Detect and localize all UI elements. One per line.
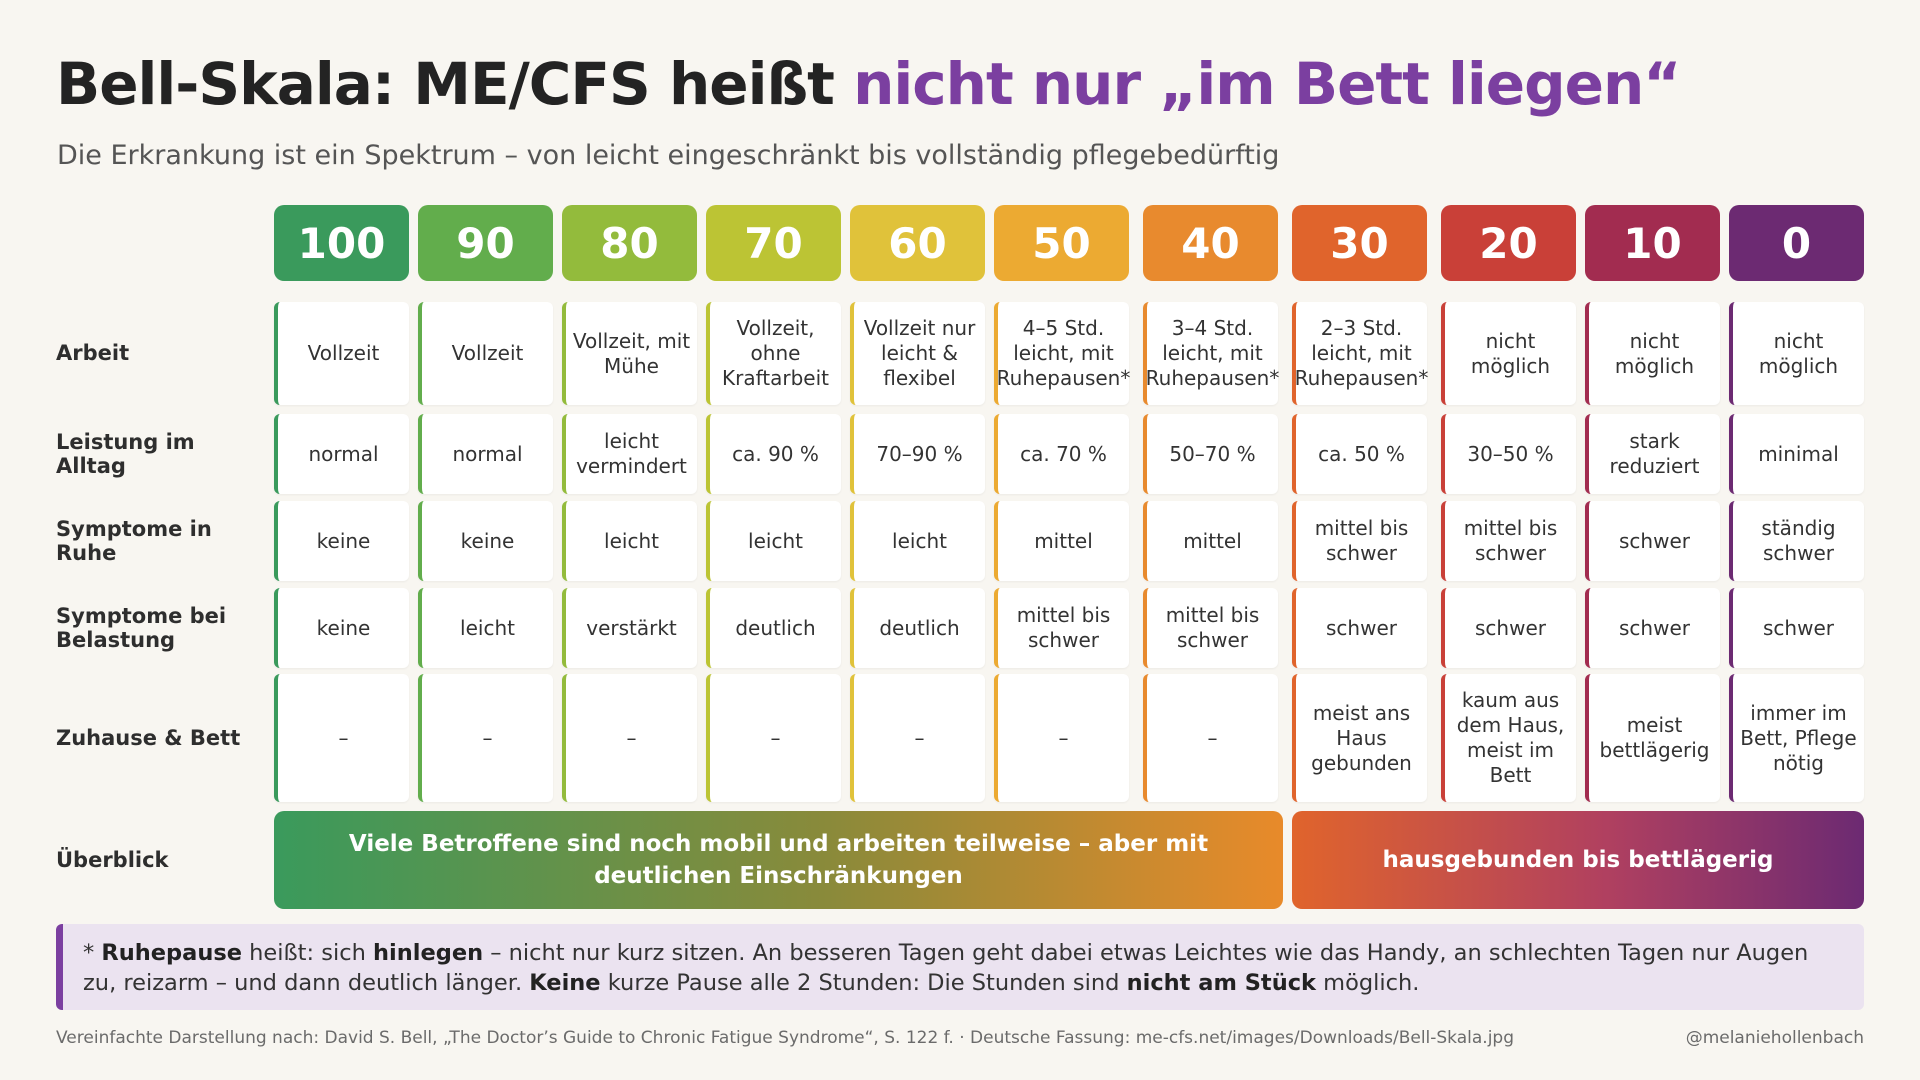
table-cell: – xyxy=(1143,674,1278,802)
table-cell: mittel bis schwer xyxy=(994,588,1129,668)
note-text: * xyxy=(83,940,102,966)
table-cell: – xyxy=(562,674,697,802)
note-bold: nicht am Stück xyxy=(1126,970,1317,997)
table-cell: ca. 90 % xyxy=(706,414,841,494)
source-footer: Vereinfachte Darstellung nach: David S. … xyxy=(56,1028,1514,1048)
note-bold: hinlegen xyxy=(373,940,484,966)
table-cell: normal xyxy=(418,414,553,494)
table-cell: schwer xyxy=(1441,588,1576,668)
table-cell: – xyxy=(850,674,985,802)
table-cell: keine xyxy=(418,501,553,581)
table-cell: keine xyxy=(274,588,409,668)
row-label-overview: Überblick xyxy=(56,847,169,872)
table-cell: Vollzeit nur leicht & flexibel xyxy=(850,302,985,405)
table-cell: leicht xyxy=(562,501,697,581)
table-cell: 30–50 % xyxy=(1441,414,1576,494)
table-cell: 3–4 Std. leicht, mit Ruhepausen* xyxy=(1143,302,1279,405)
table-cell: nicht möglich xyxy=(1585,302,1720,405)
row-label-1: Leistung im Alltag xyxy=(56,429,195,478)
table-cell: leicht vermindert xyxy=(562,414,697,494)
table-cell: deutlich xyxy=(850,588,985,668)
table-cell: schwer xyxy=(1729,588,1864,668)
table-cell: nicht möglich xyxy=(1441,302,1576,405)
table-cell: ca. 50 % xyxy=(1292,414,1427,494)
table-cell: minimal xyxy=(1729,414,1864,494)
note-text: heißt: sich xyxy=(242,940,373,966)
column-header-6: 40 xyxy=(1143,205,1278,281)
table-cell: schwer xyxy=(1585,501,1720,581)
table-cell: mittel xyxy=(994,501,1129,581)
title-main: Bell-Skala: ME/CFS heißt xyxy=(56,50,854,118)
page-subtitle: Die Erkrankung ist ein Spektrum – von le… xyxy=(57,140,1280,171)
table-cell: mittel xyxy=(1143,501,1278,581)
row-label-0: Arbeit xyxy=(56,341,130,366)
note-text: kurze Pause alle 2 Stunden: Die Stunden … xyxy=(600,970,1127,997)
column-header-1: 90 xyxy=(418,205,553,281)
column-header-5: 50 xyxy=(994,205,1129,281)
column-header-7: 30 xyxy=(1292,205,1427,281)
table-cell: leicht xyxy=(418,588,553,668)
column-header-2: 80 xyxy=(562,205,697,281)
table-cell: leicht xyxy=(706,501,841,581)
table-cell: schwer xyxy=(1292,588,1427,668)
column-header-3: 70 xyxy=(706,205,841,281)
table-cell: 2–3 Std. leicht, mit Ruhepausen* xyxy=(1292,302,1428,405)
table-cell: ca. 70 % xyxy=(994,414,1129,494)
table-cell: mittel bis schwer xyxy=(1143,588,1278,668)
note-bold: Ruhepause xyxy=(101,940,242,966)
overview-banner-mobile: Viele Betroffene sind noch mobil und arb… xyxy=(274,811,1283,909)
title-accent: nicht nur „im Bett liegen“ xyxy=(853,50,1681,118)
table-cell: 4–5 Std. leicht, mit Ruhepausen* xyxy=(994,302,1130,405)
row-label-4: Zuhause & Bett xyxy=(56,725,241,750)
overview-banner-housebound: hausgebunden bis bettlägerig xyxy=(1292,811,1864,909)
table-cell: Vollzeit, ohne Kraftarbeit xyxy=(706,302,841,405)
table-cell: Vollzeit, mit Mühe xyxy=(562,302,697,405)
column-header-8: 20 xyxy=(1441,205,1576,281)
table-cell: 50–70 % xyxy=(1143,414,1278,494)
table-cell: leicht xyxy=(850,501,985,581)
note-text: – nicht nur kurz sitzen. An besseren Tag… xyxy=(83,940,1809,997)
column-header-4: 60 xyxy=(850,205,985,281)
table-cell: deutlich xyxy=(706,588,841,668)
table-cell: verstärkt xyxy=(562,588,697,668)
table-cell: – xyxy=(706,674,841,802)
table-cell: mittel bis schwer xyxy=(1292,501,1427,581)
note-bold: Keine xyxy=(529,970,601,997)
table-cell: – xyxy=(274,674,409,802)
table-cell: meist bettlägerig xyxy=(1585,674,1720,802)
table-cell: Vollzeit xyxy=(418,302,553,405)
table-cell: meist ans Haus gebunden xyxy=(1292,674,1427,802)
table-cell: nicht möglich xyxy=(1729,302,1864,405)
table-cell: kaum aus dem Haus, meist im Bett xyxy=(1441,674,1576,802)
table-cell: keine xyxy=(274,501,409,581)
row-label-3: Symptome bei Belastung xyxy=(56,603,227,652)
table-cell: – xyxy=(418,674,553,802)
column-header-9: 10 xyxy=(1585,205,1720,281)
row-label-2: Symptome in Ruhe xyxy=(56,516,212,565)
table-cell: Vollzeit xyxy=(274,302,409,405)
table-cell: – xyxy=(994,674,1129,802)
table-cell: 70–90 % xyxy=(850,414,985,494)
table-cell: schwer xyxy=(1585,588,1720,668)
table-cell: mittel bis schwer xyxy=(1441,501,1576,581)
author-handle: @melaniehollenbach xyxy=(1685,1028,1864,1048)
page-title: Bell-Skala: ME/CFS heißt nicht nur „im B… xyxy=(56,50,1681,118)
column-header-0: 100 xyxy=(274,205,409,281)
table-cell: immer im Bett, Pflege nötig xyxy=(1729,674,1864,802)
table-cell: normal xyxy=(274,414,409,494)
note-text: möglich. xyxy=(1316,970,1420,997)
table-cell: stark reduziert xyxy=(1585,414,1720,494)
table-cell: ständig schwer xyxy=(1729,501,1864,581)
column-header-10: 0 xyxy=(1729,205,1864,281)
rest-break-note: * Ruhepause heißt: sich hinlegen – nicht… xyxy=(56,924,1864,1010)
